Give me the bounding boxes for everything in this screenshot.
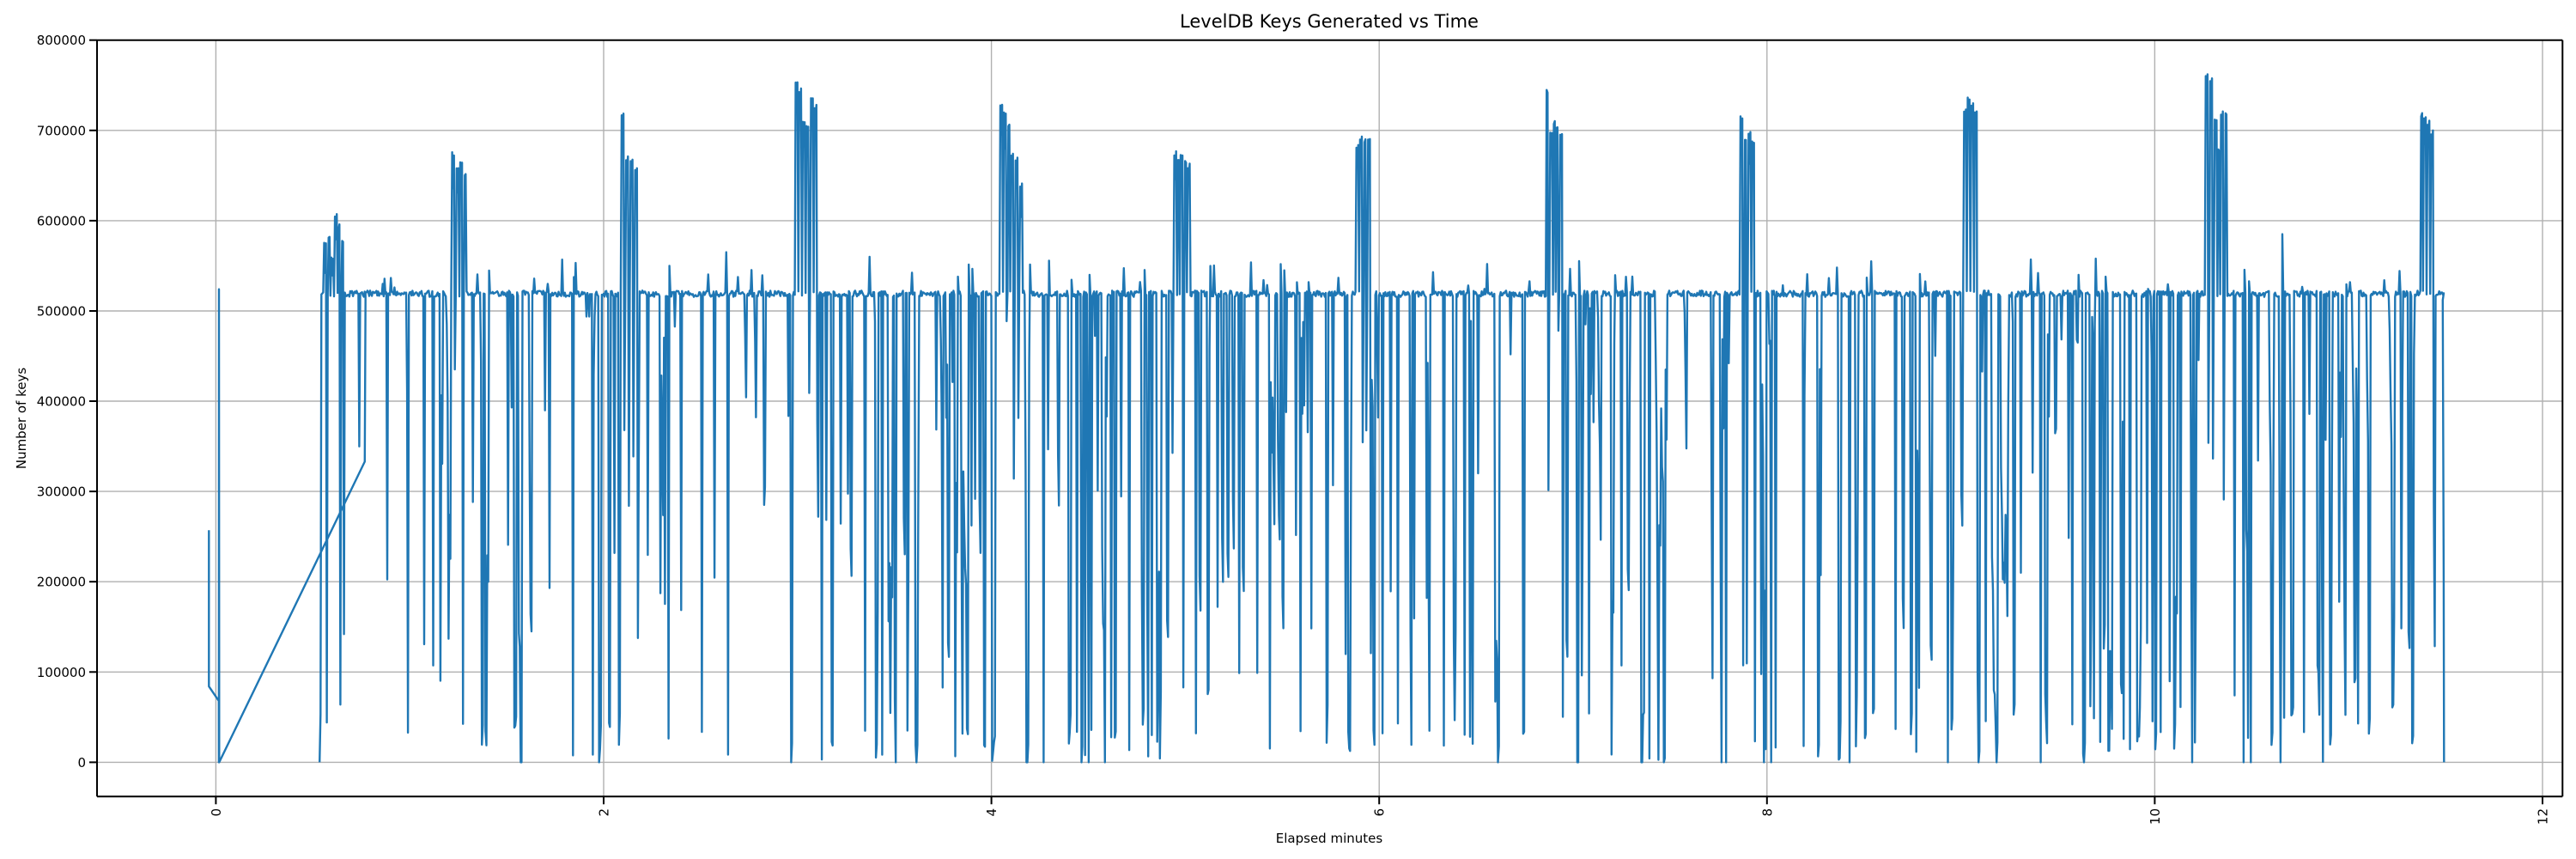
x-tick-label: 8 xyxy=(1759,808,1775,817)
axis-spines xyxy=(96,39,2564,798)
axis-tick-marks xyxy=(89,39,2543,805)
x-tick-label: 0 xyxy=(209,808,224,817)
series-line xyxy=(319,73,2445,764)
x-tick-label: 4 xyxy=(984,808,999,817)
y-axis-label: Number of keys xyxy=(14,368,29,470)
data-series xyxy=(208,73,2445,764)
x-tick-label: 12 xyxy=(2536,808,2551,825)
x-tick-label: 2 xyxy=(597,808,612,817)
y-tick-label: 800000 xyxy=(37,33,86,48)
y-tick-label: 600000 xyxy=(37,213,86,228)
y-tick-label: 700000 xyxy=(37,123,86,138)
y-tick-label: 500000 xyxy=(37,304,86,320)
y-tick-label: 300000 xyxy=(37,484,86,500)
y-tick-label: 400000 xyxy=(37,394,86,410)
x-tick-label: 10 xyxy=(2148,808,2163,825)
y-tick-label: 100000 xyxy=(37,665,86,680)
x-tick-label: 6 xyxy=(1372,808,1388,817)
chart-title: LevelDB Keys Generated vs Time xyxy=(1180,11,1479,32)
y-tick-labels: 0 100000 200000 300000 400000 500000 600000 700… xyxy=(37,33,86,771)
x-tick-labels: 0 2 4 6 8 10 12 xyxy=(209,808,2551,825)
y-tick-label: 0 xyxy=(77,755,86,771)
x-axis-label: Elapsed minutes xyxy=(1276,831,1383,846)
y-tick-label: 200000 xyxy=(37,575,86,590)
